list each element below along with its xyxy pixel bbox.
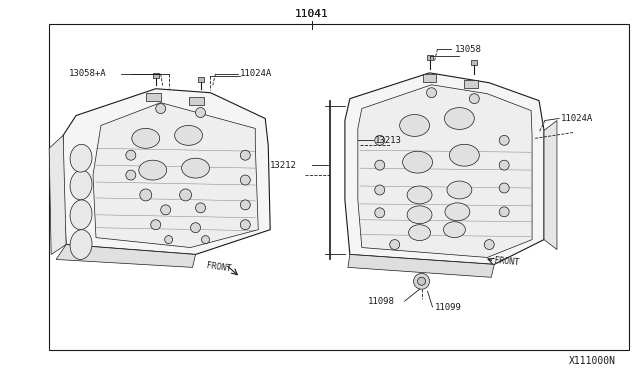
Circle shape (241, 150, 250, 160)
Text: 11098: 11098 (368, 296, 395, 306)
Bar (465, 80, 478, 88)
Circle shape (375, 208, 385, 218)
Circle shape (499, 160, 509, 170)
Circle shape (161, 205, 171, 215)
Bar (198, 77, 204, 82)
Ellipse shape (407, 186, 432, 204)
Circle shape (126, 150, 136, 160)
Text: 13058: 13058 (454, 45, 481, 54)
Text: X111000N: X111000N (570, 356, 616, 366)
Text: 11041: 11041 (295, 9, 328, 19)
Ellipse shape (447, 181, 472, 199)
Ellipse shape (139, 160, 166, 180)
Circle shape (196, 203, 205, 213)
Bar (426, 55, 433, 60)
Circle shape (417, 277, 426, 285)
Circle shape (156, 104, 166, 113)
Circle shape (202, 235, 209, 244)
Ellipse shape (175, 125, 202, 145)
Text: 13212: 13212 (270, 161, 297, 170)
Ellipse shape (70, 230, 92, 259)
Circle shape (499, 183, 509, 193)
Text: 13213: 13213 (375, 136, 402, 145)
Circle shape (413, 273, 429, 289)
Polygon shape (49, 135, 66, 254)
Circle shape (484, 240, 494, 250)
Ellipse shape (70, 144, 92, 172)
Circle shape (191, 223, 200, 232)
Text: FRONT: FRONT (494, 256, 520, 267)
Circle shape (499, 207, 509, 217)
Polygon shape (56, 244, 196, 267)
Ellipse shape (444, 108, 474, 129)
Polygon shape (348, 254, 494, 277)
Circle shape (499, 135, 509, 145)
Ellipse shape (449, 144, 479, 166)
Circle shape (375, 160, 385, 170)
Bar (146, 93, 161, 101)
Circle shape (180, 189, 191, 201)
Text: 11024A: 11024A (241, 69, 273, 78)
Circle shape (241, 175, 250, 185)
Ellipse shape (399, 115, 429, 137)
Circle shape (426, 88, 436, 98)
Circle shape (375, 185, 385, 195)
Circle shape (164, 235, 173, 244)
Ellipse shape (70, 170, 92, 200)
Ellipse shape (445, 203, 470, 221)
Ellipse shape (70, 200, 92, 230)
Bar (189, 97, 204, 105)
Circle shape (140, 189, 152, 201)
Ellipse shape (408, 225, 431, 241)
Ellipse shape (132, 128, 160, 148)
Bar (422, 74, 436, 82)
Polygon shape (358, 85, 532, 257)
Polygon shape (345, 73, 544, 264)
Circle shape (469, 94, 479, 104)
Circle shape (196, 108, 205, 118)
Ellipse shape (407, 206, 432, 224)
Circle shape (375, 135, 385, 145)
Circle shape (241, 200, 250, 210)
Polygon shape (93, 103, 259, 247)
Ellipse shape (182, 158, 209, 178)
Circle shape (390, 240, 399, 250)
Circle shape (126, 170, 136, 180)
Circle shape (151, 220, 161, 230)
Polygon shape (544, 121, 557, 250)
Bar (153, 73, 159, 78)
Polygon shape (61, 89, 270, 254)
Ellipse shape (444, 222, 465, 238)
Text: FRONT: FRONT (205, 261, 232, 273)
Text: 11024A: 11024A (561, 114, 593, 123)
Bar (471, 60, 477, 65)
Ellipse shape (403, 151, 433, 173)
Circle shape (241, 220, 250, 230)
Text: 13058+A: 13058+A (69, 69, 107, 78)
Text: 11041: 11041 (295, 9, 328, 19)
Text: 11099: 11099 (435, 302, 461, 312)
